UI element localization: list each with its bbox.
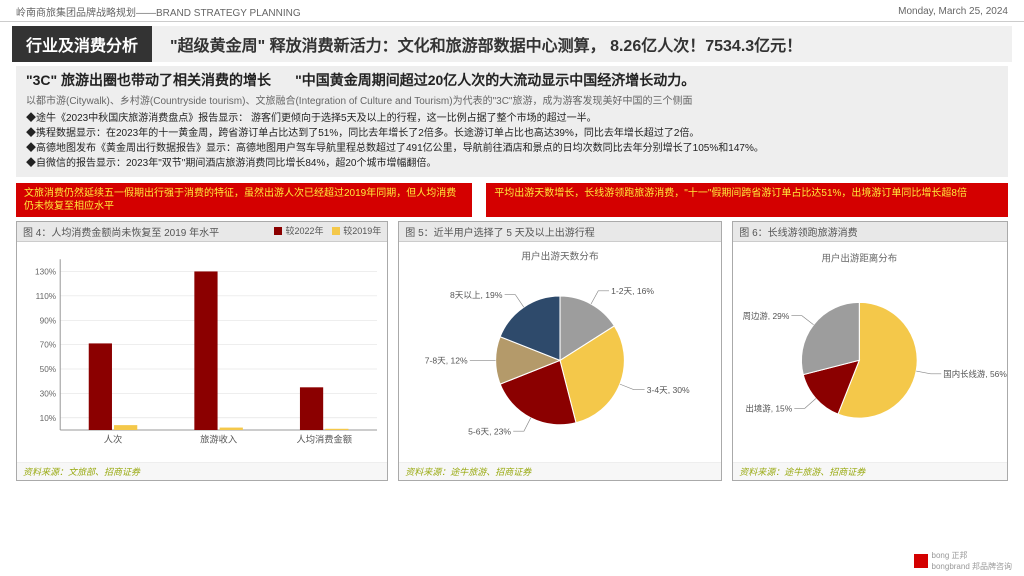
- chart-4-legend: 较2022年 较2019年: [268, 224, 381, 239]
- doc-title: 岭南商旅集团品牌战略规划——BRAND STRATEGY PLANNING: [16, 4, 301, 19]
- charts-row: 图 4：人均消费金额尚未恢复至 2019 年水平 较2022年 较2019年 1…: [16, 221, 1008, 481]
- chart-4-body: 10% 30% 50% 70% 90% 110% 130% 人次 旅游收入 人均消费金额: [17, 242, 387, 462]
- bullet-1: ◆途牛《2023中秋国庆旅游消费盘点》报告显示： 游客们更倾向于选择5天及以上的…: [26, 111, 998, 126]
- svg-text:110%: 110%: [36, 292, 57, 301]
- svg-text:70%: 70%: [40, 341, 57, 350]
- svg-text:人均消费金额: 人均消费金额: [296, 433, 352, 444]
- section-tag: 行业及消费分析: [12, 26, 152, 62]
- svg-text:旅游收入: 旅游收入: [200, 433, 237, 444]
- svg-text:人次: 人次: [104, 433, 123, 444]
- svg-text:30%: 30%: [40, 389, 57, 398]
- logo-block-icon: [914, 554, 928, 568]
- svg-text:出境游, 15%: 出境游, 15%: [746, 403, 793, 413]
- highlight-a: 文旅消费仍然延续五一假期出行强于消费的特征，虽然出游人次已经超过2019年同期，…: [16, 183, 472, 217]
- chart-5-title: 图 5：近半用户选择了 5 天及以上出游行程: [405, 224, 594, 239]
- chart-6-title: 图 6：长线游领跑旅游消费: [739, 224, 857, 239]
- sub-caption: 以都市游(Citywalk)、乡村游(Countryside tourism)、…: [26, 92, 998, 107]
- highlight-row: 文旅消费仍然延续五一假期出行强于消费的特征，虽然出游人次已经超过2019年同期，…: [16, 183, 1008, 217]
- footer-logo: bong 正邦 bongbrand 邦品牌咨询: [914, 550, 1012, 572]
- svg-text:90%: 90%: [40, 316, 57, 325]
- svg-text:1-2天, 16%: 1-2天, 16%: [611, 286, 654, 296]
- chart-5-body: 用户出游天数分布 1-2天, 16% 3-4天, 30% 5-6天, 23% 7-8天,…: [399, 242, 721, 462]
- svg-text:130%: 130%: [35, 268, 57, 277]
- chart-5-card: 图 5：近半用户选择了 5 天及以上出游行程 用户出游天数分布 1-2天, 16%…: [398, 221, 722, 481]
- svg-text:5-6天, 23%: 5-6天, 23%: [468, 426, 511, 436]
- section-band: 行业及消费分析 "超级黄金周" 释放消费新活力：文化和旅游部数据中心测算， 8.…: [12, 26, 1012, 62]
- svg-text:50%: 50%: [40, 365, 57, 374]
- svg-text:8天以上, 19%: 8天以上, 19%: [450, 290, 503, 300]
- bullet-4: ◆自微信的报告显示：2023年"双节"期间酒店旅游消费同比增长84%，超20个城…: [26, 156, 998, 171]
- chart-4-source: 资料来源：文旅部、招商证券: [17, 462, 387, 480]
- summary-block: "3C" 旅游出圈也带动了相关消费的增长 "中国黄金周期间超过20亿人次的大流动…: [16, 66, 1008, 177]
- chart-4-title: 图 4：人均消费金额尚未恢复至 2019 年水平: [23, 224, 219, 239]
- chart-6-source: 资料来源：途牛旅游、招商证券: [733, 462, 1007, 480]
- sub-title-1: "3C" 旅游出圈也带动了相关消费的增长: [26, 70, 271, 90]
- top-bar: 岭南商旅集团品牌战略规划——BRAND STRATEGY PLANNING Mo…: [0, 0, 1024, 22]
- chart-6-body: 用户出游距离分布国内长线游, 56% 出境游, 15% 周边游, 29%: [733, 242, 1007, 462]
- svg-text:3-4天, 30%: 3-4天, 30%: [647, 385, 690, 395]
- svg-text:国内长线游, 56%: 国内长线游, 56%: [944, 369, 1007, 379]
- chart-5-source: 资料来源：途牛旅游、招商证券: [399, 462, 721, 480]
- bullet-list: ◆途牛《2023中秋国庆旅游消费盘点》报告显示： 游客们更倾向于选择5天及以上的…: [26, 111, 998, 171]
- svg-text:用户出游距离分布: 用户出游距离分布: [822, 252, 898, 264]
- chart-4-card: 图 4：人均消费金额尚未恢复至 2019 年水平 较2022年 较2019年 1…: [16, 221, 388, 481]
- doc-date: Monday, March 25, 2024: [898, 6, 1008, 17]
- svg-text:7-8天, 12%: 7-8天, 12%: [425, 356, 468, 366]
- bullet-2: ◆携程数据显示：在2023年的十一黄金周，跨省游订单占比达到了51%，同比去年增…: [26, 126, 998, 141]
- sub-title-2: "中国黄金周期间超过20亿人次的大流动显示中国经济增长动力。: [295, 70, 695, 90]
- legend-swatch: [274, 227, 282, 235]
- legend-swatch: [332, 227, 340, 235]
- svg-text:周边游, 29%: 周边游, 29%: [743, 311, 790, 321]
- chart-6-card: 图 6：长线游领跑旅游消费 用户出游距离分布国内长线游, 56% 出境游, 15%…: [732, 221, 1008, 481]
- headline: "超级黄金周" 释放消费新活力：文化和旅游部数据中心测算， 8.26亿人次！75…: [152, 32, 802, 56]
- svg-text:用户出游天数分布: 用户出游天数分布: [522, 251, 600, 263]
- svg-text:10%: 10%: [40, 414, 57, 423]
- highlight-b: 平均出游天数增长，长线游领跑旅游消费，"十一"假期间跨省游订单占比达51%，出境…: [486, 183, 1008, 217]
- bullet-3: ◆高德地图发布《黄金周出行数据报告》显示：高德地图用户驾车导航里程总数超过了49…: [26, 141, 998, 156]
